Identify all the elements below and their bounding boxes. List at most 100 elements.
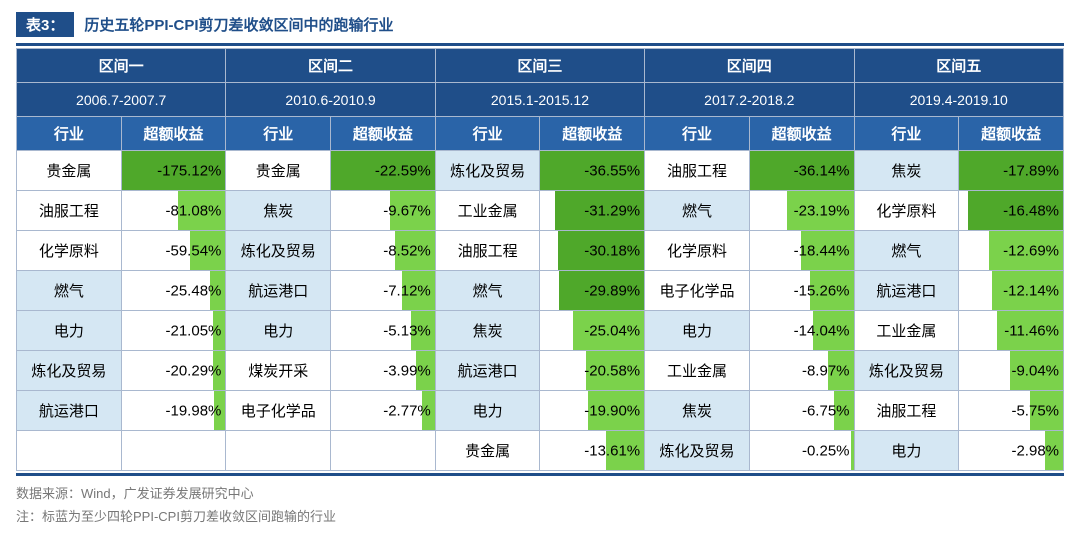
industry-cell: 贵金属	[435, 431, 540, 471]
value-cell: -25.04%	[540, 311, 645, 351]
value-label: -9.67%	[335, 202, 431, 219]
value-label: -5.75%	[963, 402, 1059, 419]
industry-cell: 炼化及贸易	[854, 351, 959, 391]
value-label: -8.52%	[335, 242, 431, 259]
value-label: -7.12%	[335, 282, 431, 299]
value-cell	[121, 431, 226, 471]
value-cell: -21.05%	[121, 311, 226, 351]
value-label: -3.99%	[335, 362, 431, 379]
col-header-return: 超额收益	[121, 117, 226, 151]
value-label: -12.69%	[963, 242, 1059, 259]
value-cell: -9.67%	[331, 191, 436, 231]
industry-cell: 电子化学品	[226, 391, 331, 431]
industry-cell: 炼化及贸易	[226, 231, 331, 271]
industry-cell: 化学原料	[854, 191, 959, 231]
value-label: -13.61%	[544, 442, 640, 459]
value-label: -59.54%	[126, 242, 222, 259]
industry-cell: 工业金属	[854, 311, 959, 351]
value-cell: -22.59%	[331, 151, 436, 191]
industry-cell: 焦炭	[854, 151, 959, 191]
value-label: -30.18%	[544, 242, 640, 259]
value-cell: -14.04%	[749, 311, 854, 351]
value-cell: -175.12%	[121, 151, 226, 191]
industry-cell: 油服工程	[645, 151, 750, 191]
industry-cell: 煤炭开采	[226, 351, 331, 391]
value-cell: -16.48%	[959, 191, 1064, 231]
value-label: -22.59%	[335, 162, 431, 179]
value-label: -19.98%	[126, 402, 222, 419]
value-label: -21.05%	[126, 322, 222, 339]
table-number: 表3：	[16, 12, 74, 37]
value-cell: -7.12%	[331, 271, 436, 311]
value-cell: -59.54%	[121, 231, 226, 271]
industry-cell: 电力	[226, 311, 331, 351]
table-row: 化学原料-59.54%炼化及贸易-8.52%油服工程-30.18%化学原料-18…	[17, 231, 1064, 271]
value-cell: -36.55%	[540, 151, 645, 191]
table-row: 炼化及贸易-20.29%煤炭开采-3.99%航运港口-20.58%工业金属-8.…	[17, 351, 1064, 391]
value-cell: -17.89%	[959, 151, 1064, 191]
industry-cell: 燃气	[854, 231, 959, 271]
industry-cell: 电力	[435, 391, 540, 431]
industry-cell: 工业金属	[435, 191, 540, 231]
table-row: 油服工程-81.08%焦炭-9.67%工业金属-31.29%燃气-23.19%化…	[17, 191, 1064, 231]
interval-header: 区间五	[854, 49, 1064, 83]
value-label: -9.04%	[963, 362, 1059, 379]
industry-cell: 燃气	[17, 271, 122, 311]
value-label: -8.97%	[754, 362, 850, 379]
interval-header: 区间二	[226, 49, 435, 83]
industry-cell: 油服工程	[854, 391, 959, 431]
value-cell: -18.44%	[749, 231, 854, 271]
interval-date: 2015.1-2015.12	[435, 83, 644, 117]
value-label: -20.58%	[544, 362, 640, 379]
data-table: 区间一区间二区间三区间四区间五 2006.7-2007.72010.6-2010…	[16, 48, 1064, 471]
industry-cell: 贵金属	[17, 151, 122, 191]
industry-cell: 工业金属	[645, 351, 750, 391]
value-cell: -9.04%	[959, 351, 1064, 391]
table-caption: 表3： 历史五轮PPI-CPI剪刀差收敛区间中的跑输行业	[16, 8, 1064, 43]
industry-cell: 航运港口	[226, 271, 331, 311]
industry-cell: 焦炭	[645, 391, 750, 431]
value-label: -25.04%	[544, 322, 640, 339]
col-header-industry: 行业	[854, 117, 959, 151]
interval-date: 2019.4-2019.10	[854, 83, 1064, 117]
industry-cell	[17, 431, 122, 471]
value-cell: -5.75%	[959, 391, 1064, 431]
table-row: 贵金属-13.61%炼化及贸易-0.25%电力-2.98%	[17, 431, 1064, 471]
value-cell: -6.75%	[749, 391, 854, 431]
value-label: -2.98%	[963, 442, 1059, 459]
industry-cell: 电力	[645, 311, 750, 351]
industry-cell: 炼化及贸易	[17, 351, 122, 391]
value-label: -14.04%	[754, 322, 850, 339]
interval-date: 2017.2-2018.2	[645, 83, 854, 117]
value-label: -36.14%	[754, 162, 850, 179]
value-label: -31.29%	[544, 202, 640, 219]
col-header-return: 超额收益	[540, 117, 645, 151]
value-label: -5.13%	[335, 322, 431, 339]
value-cell: -19.90%	[540, 391, 645, 431]
table-row: 燃气-25.48%航运港口-7.12%燃气-29.89%电子化学品-15.26%…	[17, 271, 1064, 311]
value-cell: -5.13%	[331, 311, 436, 351]
industry-cell: 航运港口	[17, 391, 122, 431]
industry-cell: 焦炭	[435, 311, 540, 351]
value-cell: -31.29%	[540, 191, 645, 231]
col-header-industry: 行业	[226, 117, 331, 151]
value-cell: -8.52%	[331, 231, 436, 271]
industry-cell	[226, 431, 331, 471]
industry-cell: 航运港口	[435, 351, 540, 391]
industry-cell: 贵金属	[226, 151, 331, 191]
value-cell: -81.08%	[121, 191, 226, 231]
industry-cell: 燃气	[645, 191, 750, 231]
note-line: 注：标蓝为至少四轮PPI-CPI剪刀差收敛区间跑输的行业	[16, 505, 1064, 528]
value-label: -16.48%	[963, 202, 1059, 219]
value-label: -23.19%	[754, 202, 850, 219]
value-label: -2.77%	[335, 402, 431, 419]
value-label: -15.26%	[754, 282, 850, 299]
industry-cell: 航运港口	[854, 271, 959, 311]
col-header-return: 超额收益	[331, 117, 436, 151]
value-label: -81.08%	[126, 202, 222, 219]
value-label: -19.90%	[544, 402, 640, 419]
col-header-return: 超额收益	[959, 117, 1064, 151]
industry-cell: 电子化学品	[645, 271, 750, 311]
value-cell: -19.98%	[121, 391, 226, 431]
value-cell: -0.25%	[749, 431, 854, 471]
